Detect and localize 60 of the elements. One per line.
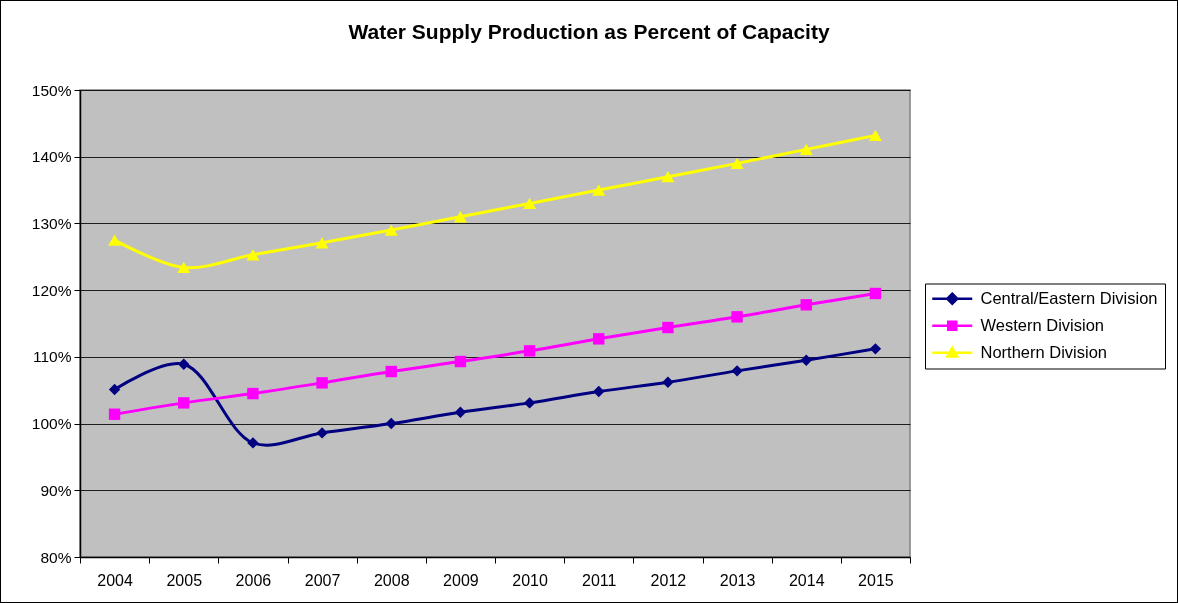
point (592, 184, 606, 196)
x-tick-label: 2013 (719, 571, 756, 589)
point (799, 143, 813, 156)
y-tick-label: 140% (31, 148, 72, 166)
point (454, 406, 467, 418)
point (662, 376, 674, 388)
point (661, 171, 675, 183)
point (316, 377, 328, 389)
point (662, 321, 674, 334)
y-tick-label: 100% (31, 415, 72, 433)
x-tick-label: 2010 (512, 571, 548, 589)
point (247, 437, 259, 449)
legend-label: Northern Division (980, 342, 1108, 361)
point (108, 383, 121, 396)
x-tick-label: 2015 (858, 571, 894, 589)
point (316, 427, 328, 439)
point (178, 397, 190, 409)
y-tick-label: 110% (33, 348, 72, 366)
point (523, 197, 537, 210)
y-tick-label: 90% (40, 481, 72, 499)
legend-label: Central/Eastern Division (980, 288, 1158, 307)
point (177, 261, 191, 274)
y-tick-label: 80% (40, 548, 72, 566)
x-tick-label: 2005 (166, 571, 203, 589)
x-tick-label: 2007 (304, 571, 341, 589)
y-tick-label: 150% (31, 81, 72, 99)
point (385, 365, 397, 378)
point (315, 237, 329, 249)
x-tick-label: 2014 (788, 571, 825, 589)
point (731, 311, 743, 323)
point (384, 224, 398, 236)
x-tick-label: 2008 (373, 571, 410, 589)
legend-label: Western Division (980, 315, 1104, 334)
point (108, 408, 121, 420)
point (800, 354, 812, 366)
point (385, 417, 397, 430)
point (523, 397, 536, 409)
point (593, 333, 605, 345)
point (246, 249, 260, 261)
point (800, 299, 812, 311)
point (730, 157, 744, 170)
point (523, 345, 536, 357)
point (731, 365, 743, 377)
point (868, 129, 882, 142)
y-tick-label: 130% (31, 214, 72, 232)
chart-title: Water Supply Production as Percent of Capacity (348, 20, 830, 43)
point (454, 355, 467, 368)
point (453, 211, 467, 223)
point (108, 234, 122, 246)
point (869, 287, 882, 300)
point (247, 387, 259, 400)
x-tick-label: 2009 (443, 571, 479, 589)
point (593, 385, 605, 398)
x-tick-label: 2011 (582, 571, 617, 589)
y-tick-label: 120% (31, 281, 72, 299)
x-tick-label: 2006 (235, 571, 272, 589)
x-tick-label: 2004 (97, 571, 133, 589)
point (178, 358, 190, 370)
point (869, 343, 882, 355)
x-tick-label: 2012 (650, 571, 687, 589)
